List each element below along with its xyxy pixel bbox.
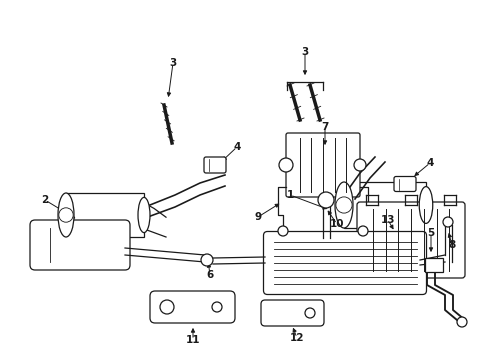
Ellipse shape <box>58 193 74 237</box>
FancyBboxPatch shape <box>343 182 425 228</box>
FancyBboxPatch shape <box>263 231 426 294</box>
Text: 1: 1 <box>286 190 293 200</box>
Text: 4: 4 <box>426 158 433 168</box>
Ellipse shape <box>418 186 432 224</box>
Text: 4: 4 <box>233 142 240 152</box>
Circle shape <box>305 308 314 318</box>
Text: 9: 9 <box>254 212 261 222</box>
Text: 5: 5 <box>427 228 434 238</box>
Text: 11: 11 <box>185 335 200 345</box>
Circle shape <box>201 254 213 266</box>
Text: 2: 2 <box>41 195 48 205</box>
Text: 3: 3 <box>169 58 176 68</box>
FancyBboxPatch shape <box>356 202 464 278</box>
Circle shape <box>357 226 367 236</box>
Circle shape <box>335 197 351 213</box>
FancyBboxPatch shape <box>261 300 324 326</box>
Text: 7: 7 <box>321 122 328 132</box>
FancyBboxPatch shape <box>150 291 235 323</box>
Circle shape <box>59 208 73 222</box>
Circle shape <box>160 300 174 314</box>
FancyBboxPatch shape <box>285 133 359 197</box>
Circle shape <box>456 317 466 327</box>
Text: 12: 12 <box>289 333 304 343</box>
Text: 10: 10 <box>329 219 344 229</box>
Ellipse shape <box>334 182 352 228</box>
Circle shape <box>442 217 452 227</box>
FancyBboxPatch shape <box>203 157 225 173</box>
Ellipse shape <box>138 197 150 233</box>
FancyBboxPatch shape <box>66 193 143 237</box>
Circle shape <box>279 158 292 172</box>
Text: 8: 8 <box>447 240 455 250</box>
Circle shape <box>278 226 287 236</box>
Text: 13: 13 <box>380 215 394 225</box>
FancyBboxPatch shape <box>393 176 415 192</box>
Circle shape <box>212 302 222 312</box>
Text: 3: 3 <box>301 47 308 57</box>
Text: 6: 6 <box>206 270 213 280</box>
Circle shape <box>317 192 333 208</box>
Circle shape <box>353 159 365 171</box>
FancyBboxPatch shape <box>30 220 130 270</box>
Bar <box>424 258 442 272</box>
